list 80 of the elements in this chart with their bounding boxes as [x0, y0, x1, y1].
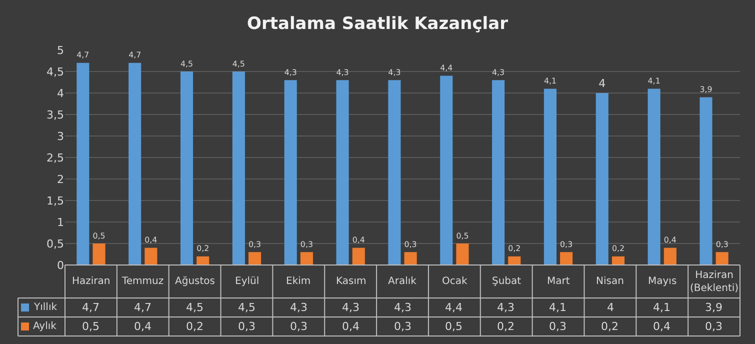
- bar: [544, 88, 556, 265]
- bar: [196, 256, 210, 265]
- x-tick-label: Ocak: [442, 276, 468, 287]
- data-label: 0,3: [290, 320, 308, 333]
- data-label: 0,3: [394, 320, 412, 333]
- data-label: 4,7: [82, 301, 100, 314]
- y-tick-label: 0,5: [46, 237, 64, 250]
- x-tick-label: Ağustos: [175, 276, 215, 287]
- bar: [456, 244, 469, 265]
- data-label: 4: [607, 301, 614, 314]
- bar: [404, 252, 417, 265]
- data-label: 0,3: [705, 320, 722, 333]
- data-label: 0,2: [186, 320, 204, 333]
- bar: [352, 248, 365, 265]
- bar: [560, 252, 573, 265]
- data-label: 3,9: [705, 301, 722, 314]
- bar: [248, 252, 262, 265]
- data-label: 0,3: [549, 320, 566, 333]
- data-label: 4,3: [342, 301, 360, 314]
- x-tick-label: Temmuz: [121, 276, 164, 287]
- data-label: 4,1: [549, 301, 566, 314]
- x-tick-label: Ekim: [286, 276, 311, 287]
- data-label: 0,5: [445, 320, 462, 333]
- bar: [596, 93, 608, 265]
- bar: [232, 72, 245, 265]
- bar: [144, 248, 158, 265]
- y-tick-label: 5: [57, 44, 64, 57]
- y-tick-label: 2,5: [46, 151, 64, 164]
- bar: [492, 80, 505, 265]
- y-tick-label: 3: [57, 130, 64, 143]
- data-label: 4,7: [134, 301, 152, 314]
- bar: [336, 80, 349, 265]
- x-tick-label: Aralık: [388, 276, 417, 287]
- data-label: 4,5: [238, 301, 256, 314]
- data-label: 0,4: [134, 320, 152, 333]
- data-label: 0,2: [497, 320, 514, 333]
- y-tick-label: 0: [57, 258, 64, 272]
- chart-title: Ortalama Saatlik Kazançlar: [247, 14, 509, 34]
- bar: [76, 62, 90, 265]
- data-label: 4,3: [394, 301, 412, 314]
- bar: [284, 80, 297, 265]
- y-tick-label: 1,5: [46, 194, 64, 208]
- bar: [664, 248, 676, 265]
- text: 4: [598, 77, 606, 90]
- bar: [388, 80, 401, 265]
- x-tick-label: Haziran: [72, 276, 110, 287]
- bar: [648, 88, 660, 265]
- data-label: 4,1: [653, 301, 670, 314]
- x-tick-label: Kasım: [336, 276, 366, 287]
- data-label: 0,3: [238, 320, 256, 333]
- x-tick-label: Eylül: [235, 276, 260, 287]
- x-tick-label: Haziran (Beklenti): [690, 270, 739, 294]
- legend-label: Yıllık: [33, 302, 58, 313]
- data-label: 0,4: [342, 320, 360, 333]
- x-tick-label: Nisan: [596, 276, 624, 287]
- data-label: 4,3: [290, 301, 308, 314]
- y-tick-label: 4,5: [46, 65, 64, 78]
- bar: [440, 76, 453, 265]
- y-tick-label: 4: [57, 86, 64, 100]
- data-label: 4,4: [445, 301, 462, 314]
- data-label: 0,2: [601, 320, 618, 333]
- bar: [92, 244, 106, 265]
- bar: [128, 62, 142, 265]
- bar: [300, 252, 313, 265]
- y-tick-label: 3,5: [46, 108, 64, 122]
- x-tick-label: Şubat: [492, 276, 522, 287]
- bar: [700, 97, 712, 265]
- x-tick-label: Mart: [547, 276, 570, 287]
- x-tick-label: Mayıs: [648, 276, 677, 287]
- data-label: 4,5: [186, 301, 204, 314]
- bar: [508, 256, 521, 265]
- data-label: 0,4: [653, 320, 670, 333]
- bar: [612, 256, 625, 265]
- y-tick-label: 2: [57, 172, 64, 186]
- bar: [180, 72, 194, 265]
- legend-label: Aylık: [33, 321, 57, 332]
- data-label: 0,5: [82, 320, 100, 333]
- bar: [716, 252, 728, 265]
- y-tick-label: 1: [57, 216, 64, 229]
- data-label: 4,3: [497, 301, 514, 314]
